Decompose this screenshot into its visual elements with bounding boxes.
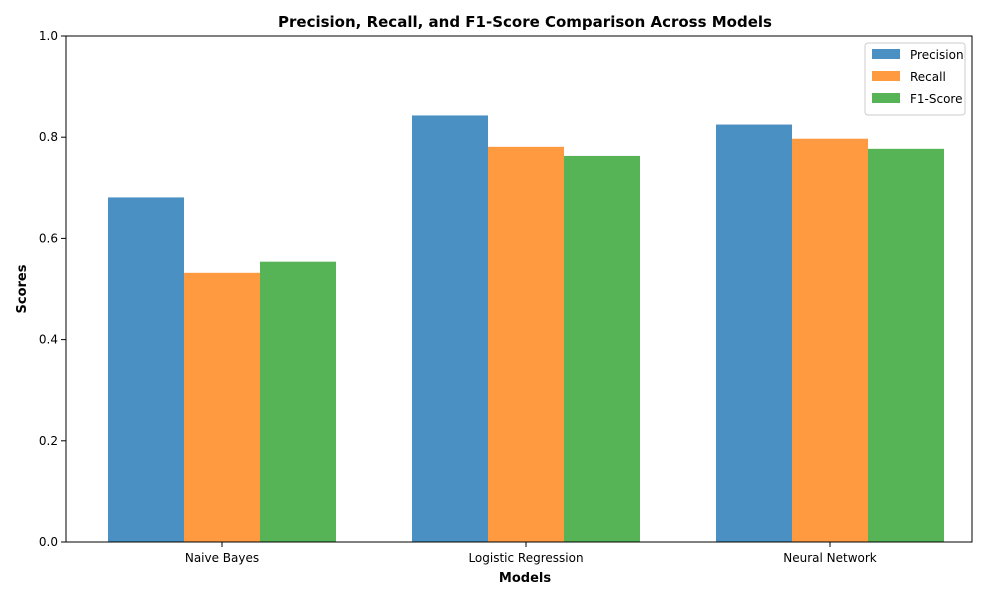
legend-swatch [872,93,900,103]
y-axis-label: Scores [15,264,30,313]
legend-swatch [872,49,900,59]
bar-precision-0 [108,197,184,542]
y-tick-label: 0.8 [39,130,58,144]
bar-recall-2 [792,138,868,542]
y-tick-label: 0.4 [39,333,58,347]
x-tick-label: Neural Network [783,551,877,565]
y-tick-label: 0.6 [39,231,58,245]
legend: Precision Recall F1-Score [864,42,966,116]
bar-recall-1 [488,146,564,542]
x-axis-label: Models [499,571,551,586]
bar-precision-2 [716,124,792,543]
bar-f1-score-2 [868,148,944,542]
legend-label: Recall [910,70,946,84]
bar-f1-score-1 [564,155,640,542]
y-tick-label: 0.0 [39,535,58,549]
x-tick-label: Logistic Regression [468,551,583,565]
legend-label: Precision [910,48,964,62]
chart-title: Precision, Recall, and F1-Score Comparis… [278,13,772,31]
y-axis: 0.0 0.2 0.4 0.6 0.8 1.0 [39,29,66,549]
y-tick-label: 0.2 [39,434,58,448]
y-tick-label: 1.0 [39,29,58,43]
plot-frame [65,35,973,543]
x-axis: Naive Bayes Logistic Regression Neural Net… [185,542,877,565]
bar-recall-0 [184,272,260,542]
legend-swatch [872,71,900,81]
bar-f1-score-0 [260,261,336,542]
legend-label: F1-Score [910,92,962,106]
x-tick-label: Naive Bayes [185,551,259,565]
bar-precision-1 [412,115,488,542]
bars-layer [108,115,944,543]
